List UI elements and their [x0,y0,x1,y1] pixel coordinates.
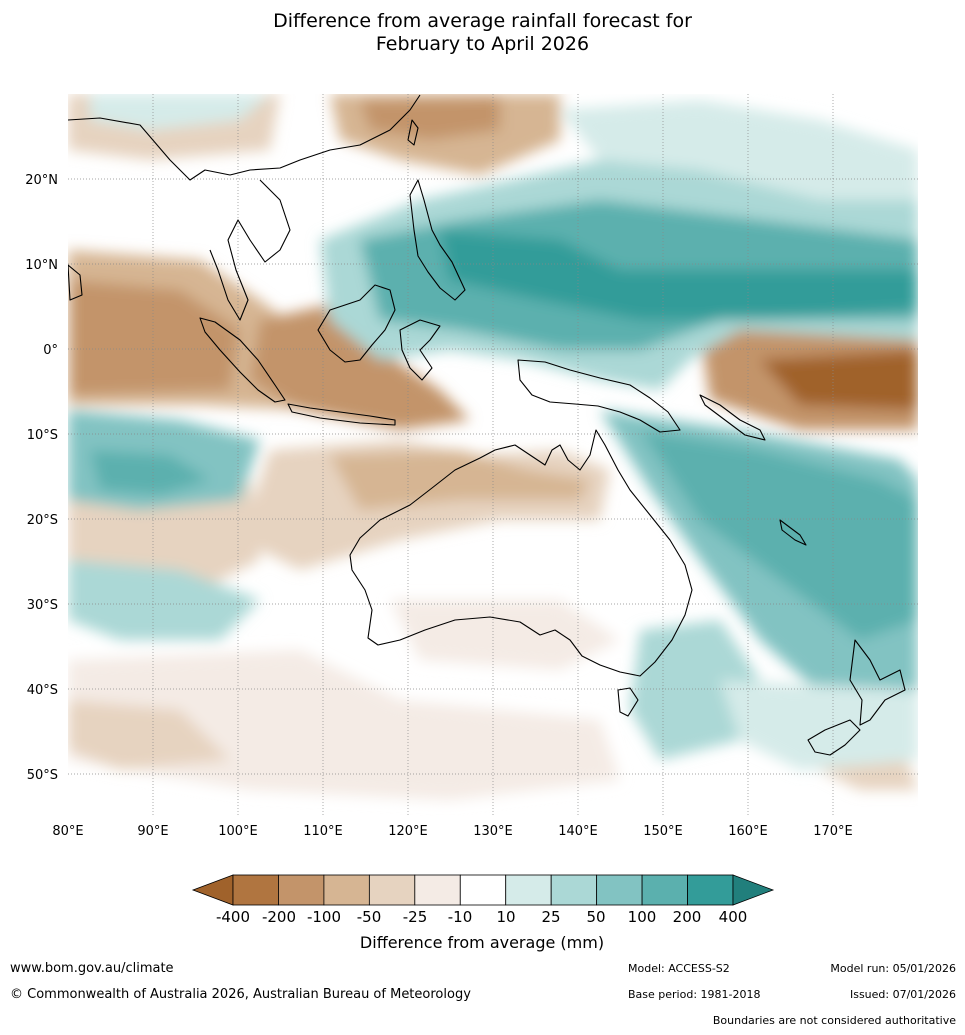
dry-region-java-sea [250,300,470,430]
colorbar-segment [232,874,279,906]
coast-new-caledonia [779,519,807,546]
wet-region-warm-pool-core [440,230,918,320]
chart-title-line2: February to April 2026 [375,33,590,55]
dry-region-west-equator-core [70,280,240,395]
lon-label: 160°E [728,824,768,839]
colorbar-segment [323,874,370,906]
lon-label: 110°E [303,824,343,839]
base-period: Base period: 1981-2018 [628,988,761,1001]
lat-label: 0° [43,343,58,358]
dry-region-north-sea-core [360,96,500,140]
issued-date: Issued: 07/01/2026 [849,988,956,1001]
lon-label: 90°E [137,824,168,839]
lat-label: 20°S [27,513,58,528]
model-name: Model: ACCESS-S2 [628,962,730,975]
colorbar-tick-label: 50 [586,908,605,926]
coast-mainland-asia [68,94,421,321]
lat-label: 10°N [25,258,58,273]
coast-south-island-nz [807,719,861,756]
map-gridlines [68,94,918,816]
coast-taiwan [407,119,419,146]
colorbar-tick-label: 400 [719,908,748,926]
coastlines [68,94,906,756]
colorbar-segment [278,874,325,906]
model-run-date: Model run: 05/01/2026 [830,962,956,975]
website-link[interactable]: www.bom.gov.au/climate [10,961,174,976]
map-area [68,94,918,816]
dry-region-south-australia [390,600,620,670]
colorbar-tick-label: 10 [496,908,515,926]
colorbar-tick-label: -400 [216,908,250,926]
wet-region-east-australia [630,620,760,760]
wet-region-south-china-sea [90,94,270,130]
coast-sulawesi [399,319,441,381]
coast-sri-lanka [68,264,83,301]
colorbar-segment [368,874,416,906]
colorbar-tick-label: -25 [403,908,428,926]
wet-region-north-pacific [560,100,918,200]
dry-region-southern-ocean [68,650,620,800]
copyright-text: © Commonwealth of Australia 2026, Austra… [10,987,471,1002]
colorbar-segment [550,874,598,906]
lat-label: 30°S [27,598,58,613]
coast-borneo [317,284,396,363]
chart-title-line1: Difference from average rainfall forecas… [273,10,692,32]
colorbar-tick-label: -200 [262,908,296,926]
latitude-labels: 20°N 10°N 0° 10°S 20°S 30°S 40°S 50°S [25,173,58,783]
colorbar-tick-label: -10 [448,908,473,926]
lat-label: 40°S [27,683,58,698]
colorbar-extend-low [191,874,234,906]
longitude-labels: 80°E 90°E 100°E 110°E 120°E 130°E 140°E … [52,824,852,839]
colorbar-segment [687,874,734,906]
colorbar-tick-labels: -400 -200 -100 -50 -25 -10 10 25 50 100 … [216,908,747,926]
anomaly-field [68,94,918,800]
coast-north-island-nz [849,639,906,726]
lon-label: 100°E [218,824,258,839]
dry-region-southern-ocean-west [68,700,230,770]
lon-label: 140°E [558,824,598,839]
lon-label: 120°E [388,824,428,839]
dry-region-east-pacific-core [760,350,918,410]
wet-region-southwest-ocean [68,560,260,640]
coast-sumatra [199,317,286,403]
coast-tasmania [617,687,639,717]
colorbar-segment [414,874,461,906]
coast-solomon-islands [699,394,766,441]
colorbar-segment [505,874,552,906]
dry-region-north-australia-core [330,450,590,510]
coast-australia [349,429,693,677]
colorbar-tick-label: -100 [307,908,341,926]
colorbar-title: Difference from average (mm) [360,933,604,952]
coast-new-guinea [517,359,681,433]
colorbar-tick-label: 25 [541,908,560,926]
colorbar-segment [641,874,688,906]
wet-region-indian-ocean-core [90,450,210,495]
colorbar-tick-label: 200 [673,908,702,926]
colorbar-extend-high [732,874,775,906]
colorbar-tick-label: 100 [628,908,657,926]
wet-region-coral-sea [720,680,918,770]
colorbar [191,874,775,906]
coast-philippines [409,179,466,301]
lon-label: 80°E [52,824,83,839]
colorbar-segment [459,874,507,906]
coast-java [287,403,396,426]
lat-label: 10°S [27,428,58,443]
wet-region-south-pacific-core [640,430,918,640]
colorbar-tick-label: -50 [357,908,382,926]
lon-label: 170°E [813,824,853,839]
colorbar-segment [596,874,643,906]
boundary-disclaimer: Boundaries are not considered authoritat… [712,1014,956,1027]
lat-label: 20°N [25,173,58,188]
lat-label: 50°S [27,768,58,783]
lon-label: 130°E [473,824,513,839]
lon-label: 150°E [643,824,683,839]
